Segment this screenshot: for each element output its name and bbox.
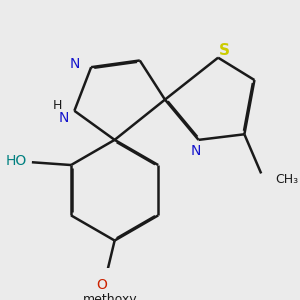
Text: methoxy: methoxy	[83, 293, 137, 300]
Text: CH₃: CH₃	[275, 172, 298, 185]
Text: HO: HO	[6, 154, 27, 168]
Text: H: H	[53, 99, 62, 112]
Text: N: N	[190, 144, 201, 158]
Text: N: N	[69, 57, 80, 71]
Text: N: N	[59, 110, 70, 124]
Text: S: S	[219, 44, 230, 59]
Text: O: O	[96, 278, 107, 292]
